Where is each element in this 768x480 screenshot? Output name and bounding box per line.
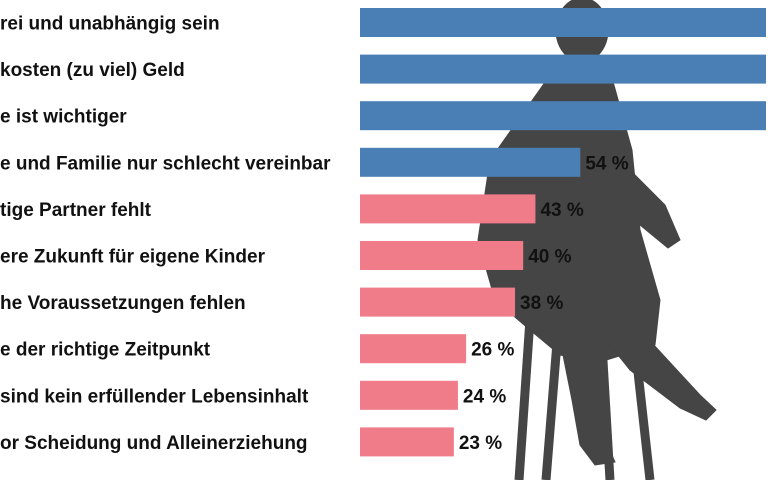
- category-label: kosten (zu viel) Geld: [0, 60, 185, 81]
- bar-1: [360, 54, 766, 84]
- category-label: tige Partner fehlt: [0, 200, 152, 221]
- value-label: 54 %: [585, 153, 628, 174]
- category-label: e ist wichtiger: [0, 107, 127, 128]
- bar-4: [360, 194, 536, 224]
- value-label: 23 %: [459, 433, 502, 454]
- bar-5: [360, 241, 524, 270]
- bar-3: [360, 147, 581, 177]
- category-label: e der richtige Zeitpunkt: [0, 340, 211, 361]
- value-label: 38 %: [520, 293, 563, 314]
- value-label: 43 %: [540, 200, 583, 221]
- value-label: 26 %: [471, 340, 514, 361]
- category-label: sind kein erfüllender Lebensinhalt: [0, 386, 309, 407]
- value-label: 40 %: [528, 247, 571, 268]
- category-label: ere Zukunft für eigene Kinder: [0, 247, 266, 268]
- bar-8: [360, 380, 458, 410]
- category-label: e und Familie nur schlecht vereinbar: [0, 153, 331, 174]
- bar-0: [360, 8, 766, 37]
- bar-9: [360, 427, 454, 457]
- category-label: he Voraussetzungen fehlen: [0, 293, 246, 314]
- category-label: or Scheidung und Alleinerziehung: [0, 433, 308, 454]
- bar-6: [360, 287, 516, 317]
- category-label: rei und unabhängig sein: [0, 14, 220, 35]
- bar-7: [360, 334, 467, 364]
- bar-2: [360, 101, 766, 131]
- value-label: 24 %: [463, 386, 506, 407]
